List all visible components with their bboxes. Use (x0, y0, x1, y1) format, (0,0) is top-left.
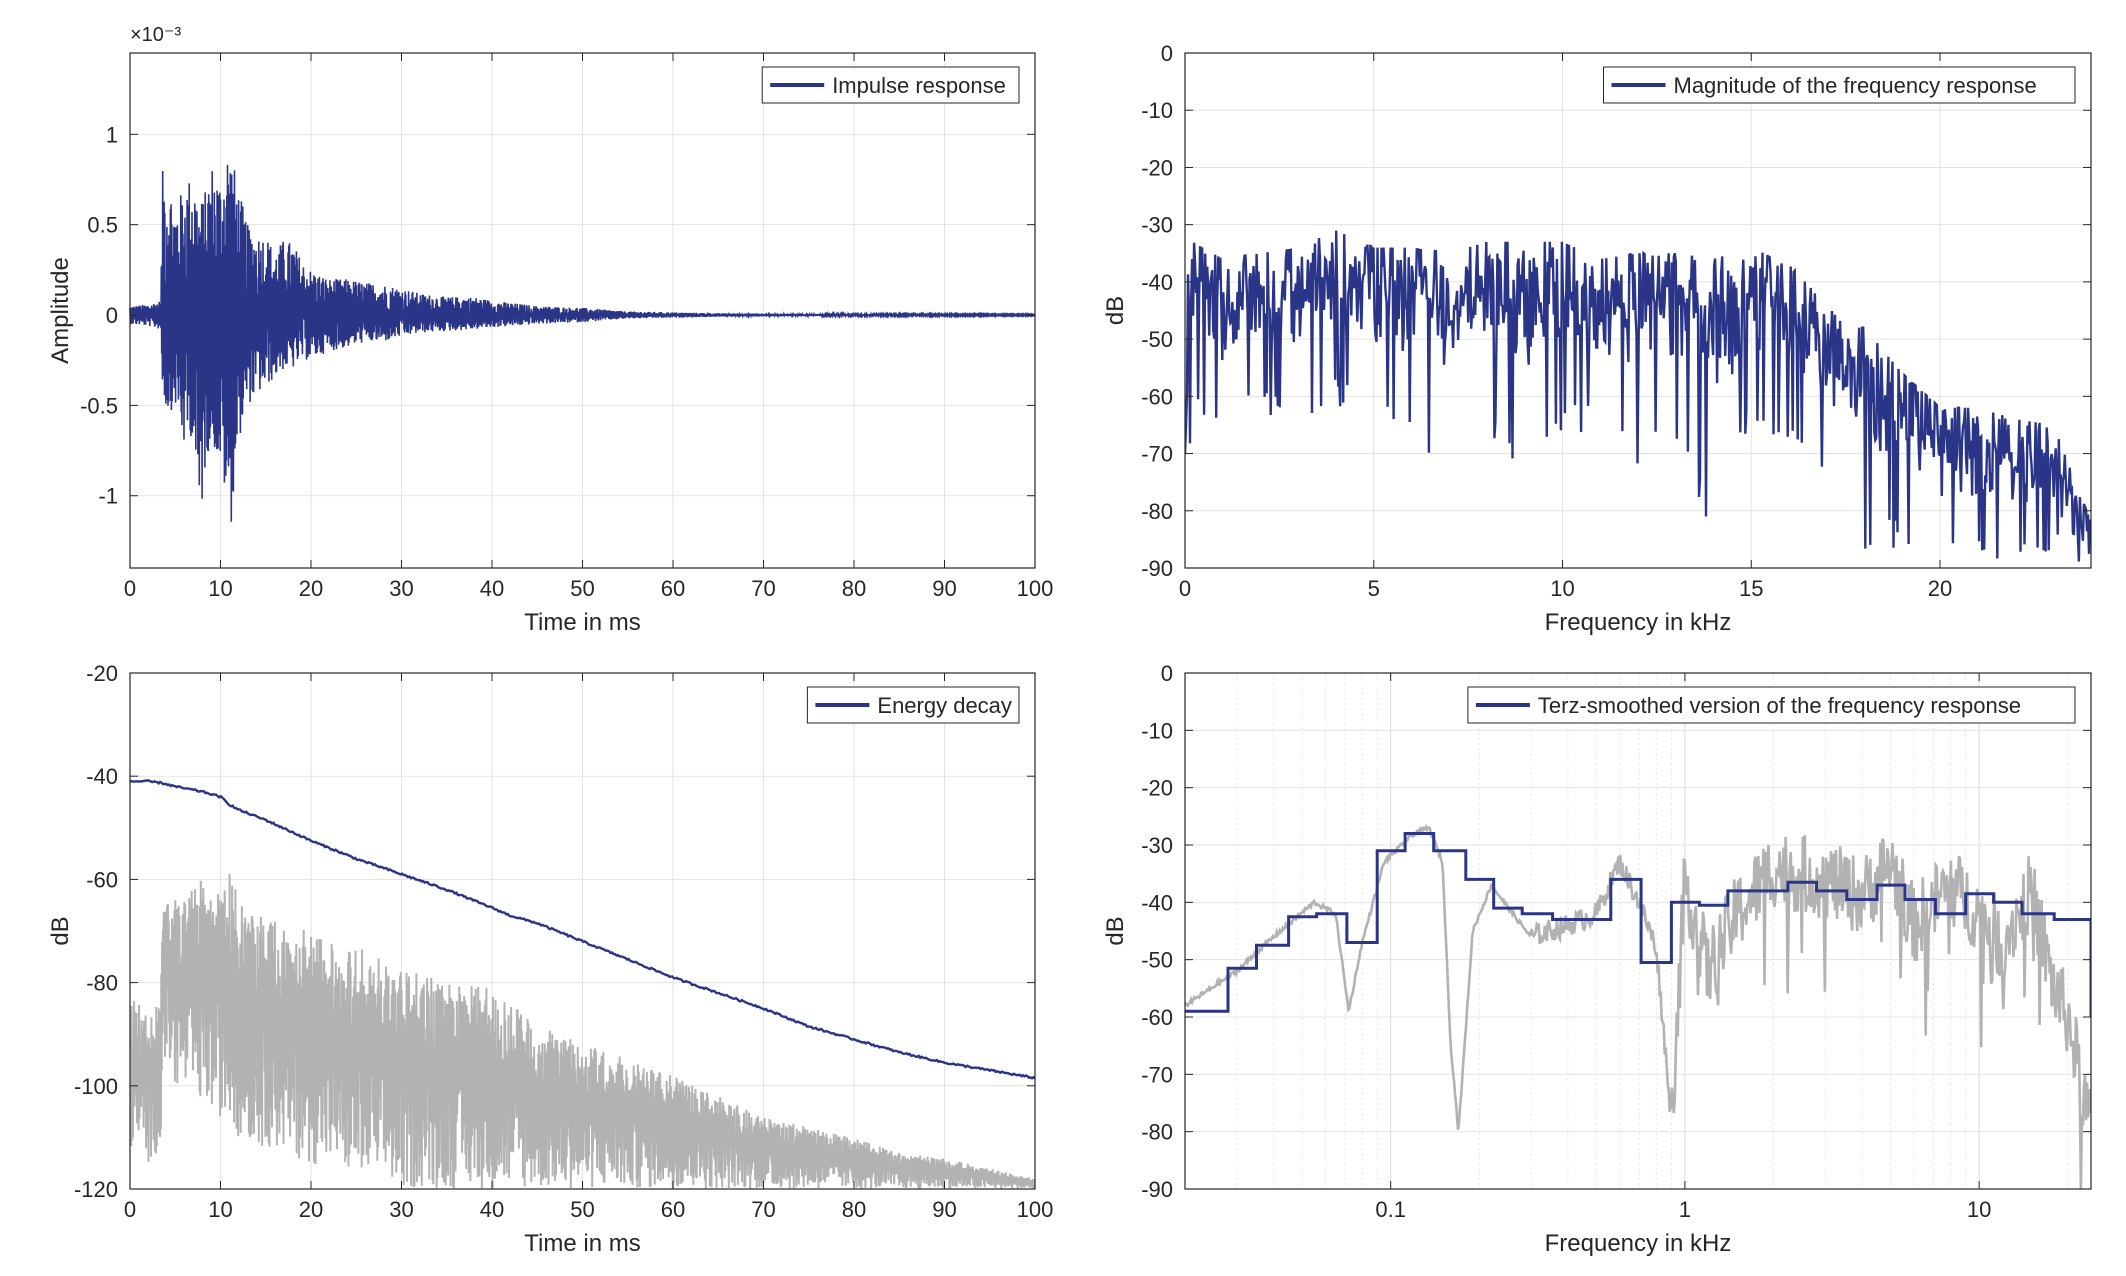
x-tick-label: 80 (842, 1197, 866, 1222)
x-tick-label: 0.1 (1375, 1197, 1406, 1222)
plot-frame (1184, 672, 2092, 1190)
y-tick-label: -0.5 (80, 393, 118, 418)
x-tick-label: 50 (570, 576, 594, 601)
x-tick-label: 90 (932, 1197, 956, 1222)
legend-entry-label: Energy decay (877, 693, 1012, 718)
y-axis-label: Amplitude (47, 257, 74, 364)
x-tick-label: 30 (389, 576, 413, 601)
y-tick-label: -80 (1141, 1120, 1173, 1145)
x-tick-label: 20 (299, 1197, 323, 1222)
x-tick-label: 100 (1017, 576, 1054, 601)
x-axis-label: Frequency in kHz (1545, 609, 1732, 636)
x-tick-label: 20 (1928, 576, 1952, 601)
x-tick-label: 0 (1179, 576, 1191, 601)
x-axis-label: Time in ms (524, 609, 640, 636)
x-tick-label: 1 (1679, 1197, 1691, 1222)
y-tick-label: -90 (1141, 1177, 1173, 1202)
unsmoothed-response-gray-line (1185, 824, 2091, 1189)
ticks: 0 10 20 30 40 50 60 70 80 90 100 -1 -0.5 0 0.5 1 (80, 53, 1053, 601)
y-tick-label: -40 (86, 764, 118, 789)
legend-box (1467, 686, 2076, 724)
x-tick-label: 70 (751, 1197, 775, 1222)
legend: Energy decay (806, 686, 1020, 724)
y-tick-label: -50 (1141, 948, 1173, 973)
y-tick-label: -40 (1141, 890, 1173, 915)
x-tick-label: 30 (389, 1197, 413, 1222)
y-tick-label: -80 (86, 971, 118, 996)
y-tick-label: -10 (1141, 718, 1173, 743)
y-axis-label: dB (1102, 296, 1129, 325)
x-tick-label: 20 (299, 576, 323, 601)
legend-entry-label: Impulse response (832, 73, 1006, 98)
x-tick-label: 60 (661, 1197, 685, 1222)
legend: Terz-smoothed version of the frequency r… (1467, 686, 2076, 724)
subplot-terz-smoothed: 0.1 1 10 0 -10 -20 -30 -40 -50 -60 -70 -80 -90 Freque… (1102, 661, 2092, 1257)
y-tick-label: -20 (1141, 155, 1173, 180)
y-tick-label: 1 (106, 122, 118, 147)
ticks: 0 5 10 15 20 0 -10 -20 -30 -40 -50 -60 -70 -80 -90 (1141, 41, 2091, 601)
x-tick-label: 60 (661, 576, 685, 601)
y-tick-label: 0.5 (87, 213, 118, 238)
axis-exponent-label: ×10⁻³ (130, 24, 181, 46)
y-tick-label: -40 (1141, 270, 1173, 295)
y-tick-label: 0 (1161, 661, 1173, 686)
y-tick-label: -80 (1141, 499, 1173, 524)
x-tick-label: 15 (1739, 576, 1763, 601)
y-tick-label: -70 (1141, 1062, 1173, 1087)
x-axis-label: Time in ms (524, 1230, 640, 1257)
y-tick-label: -120 (74, 1177, 118, 1202)
y-tick-label: -10 (1141, 98, 1173, 123)
x-tick-label: 0 (124, 576, 136, 601)
ticks: 0 10 20 30 40 50 60 70 80 90 100 -20 -40 -60 -80 -100 -1… (74, 661, 1053, 1222)
x-tick-label: 70 (751, 576, 775, 601)
x-tick-label: 50 (570, 1197, 594, 1222)
legend: Magnitude of the frequency response (1603, 66, 2076, 104)
x-axis-label: Frequency in kHz (1545, 1230, 1732, 1257)
terz-smoothed-step-line (1185, 832, 2091, 1017)
y-tick-label: -20 (1141, 776, 1173, 801)
y-axis-label: dB (1102, 916, 1129, 945)
x-tick-label: 100 (1017, 1197, 1054, 1222)
x-tick-label: 5 (1368, 576, 1380, 601)
y-tick-label: -20 (86, 661, 118, 686)
y-tick-label: -90 (1141, 556, 1173, 581)
y-tick-label: -70 (1141, 442, 1173, 467)
x-tick-label: 40 (480, 1197, 504, 1222)
x-tick-label: 0 (124, 1197, 136, 1222)
magnitude-line (1185, 230, 2091, 562)
y-tick-label: -30 (1141, 213, 1173, 238)
legend: Impulse response (761, 66, 1020, 104)
x-tick-label: 40 (480, 576, 504, 601)
impulse-response-line (129, 164, 1036, 522)
x-tick-label: 10 (208, 576, 232, 601)
y-tick-label: -100 (74, 1074, 118, 1099)
x-tick-label: 10 (1550, 576, 1574, 601)
legend-entry-label: Terz-smoothed version of the frequency r… (1538, 693, 2021, 718)
plot-frame (1184, 52, 2092, 569)
y-tick-label: -60 (86, 867, 118, 892)
subplot-energy-decay: 0 10 20 30 40 50 60 70 80 90 100 -20 -40 -60 -80 -100 -1… (47, 661, 1053, 1257)
y-tick-label: 0 (106, 303, 118, 328)
x-tick-label: 80 (842, 576, 866, 601)
grid (1184, 672, 2091, 1190)
ticks: 0.1 1 10 0 -10 -20 -30 -40 -50 -60 -70 -80 -90 (1141, 661, 2091, 1222)
subplot-impulse-response: 0 10 20 30 40 50 60 70 80 90 100 -1 -0.5 0 0.5 1 Time in… (47, 24, 1053, 636)
y-tick-label: -60 (1141, 1005, 1173, 1030)
y-tick-label: -60 (1141, 384, 1173, 409)
x-tick-label: 10 (1967, 1197, 1991, 1222)
x-tick-label: 90 (932, 576, 956, 601)
subplot-frequency-magnitude: 0 5 10 15 20 0 -10 -20 -30 -40 -50 -60 -70 -80 -90 Freq… (1102, 41, 2092, 636)
y-tick-label: -50 (1141, 327, 1173, 352)
y-tick-label: -30 (1141, 833, 1173, 858)
y-axis-label: dB (47, 916, 74, 945)
legend-entry-label: Magnitude of the frequency response (1674, 73, 2037, 98)
y-tick-label: 0 (1161, 41, 1173, 66)
x-tick-label: 10 (208, 1197, 232, 1222)
energy-decay-line (129, 779, 1036, 1080)
squared-impulse-gray-line (130, 873, 1035, 1189)
legend-box (1603, 66, 2076, 104)
y-tick-label: -1 (98, 484, 118, 509)
